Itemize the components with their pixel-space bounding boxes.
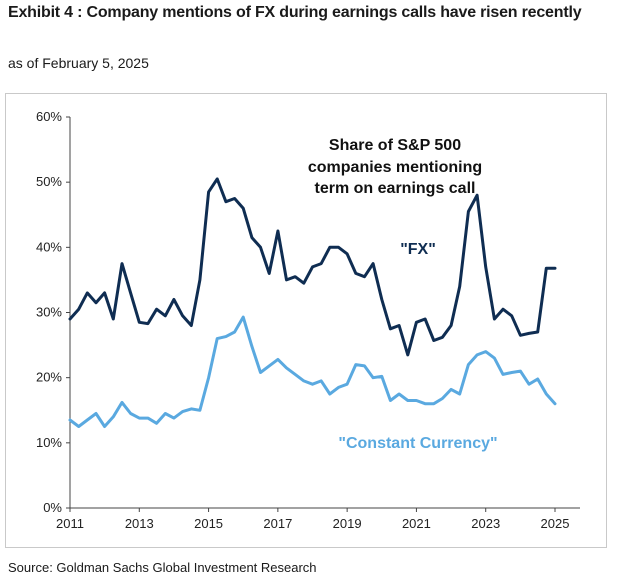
exhibit-title: Exhibit 4 : Company mentions of FX durin… (8, 4, 582, 21)
exhibit-subtitle: as of February 5, 2025 (8, 55, 149, 71)
chart-axes: 0% 10% 20% 30% 40% 50% 60% 2011 2013 2015 2017 2019… (36, 109, 580, 531)
y-tick-label: 30% (36, 305, 62, 320)
chart-lines (68, 177, 557, 428)
y-tick-label: 20% (36, 370, 62, 385)
chart-labels: Share of S&P 500 companies mentioning term… (308, 137, 498, 452)
series-line-constant-currency (68, 315, 557, 428)
series-label-fx: "FX" (400, 241, 436, 258)
y-tick-label: 10% (36, 435, 62, 450)
y-tick-label: 0% (43, 500, 62, 515)
x-tick-label: 2013 (125, 516, 154, 531)
x-tick-label: 2019 (333, 516, 362, 531)
source-note: Source: Goldman Sachs Global Investment … (8, 560, 317, 575)
x-tick-label: 2021 (402, 516, 431, 531)
annotation-line: companies mentioning (308, 159, 482, 176)
series-line-fx (68, 177, 557, 357)
x-tick-label: 2011 (56, 516, 84, 531)
annotation-line: Share of S&P 500 (329, 137, 461, 154)
y-tick-label: 40% (36, 239, 62, 254)
y-tick-label: 50% (36, 174, 62, 189)
chart-frame (5, 93, 607, 548)
x-tick-label: 2025 (541, 516, 570, 531)
series-label-constant-currency: "Constant Currency" (338, 435, 497, 452)
y-tick-label: 60% (36, 109, 62, 124)
x-tick-label: 2015 (194, 516, 223, 531)
x-tick-label: 2017 (263, 516, 292, 531)
annotation-line: term on earnings call (315, 180, 476, 197)
x-tick-label: 2023 (471, 516, 500, 531)
